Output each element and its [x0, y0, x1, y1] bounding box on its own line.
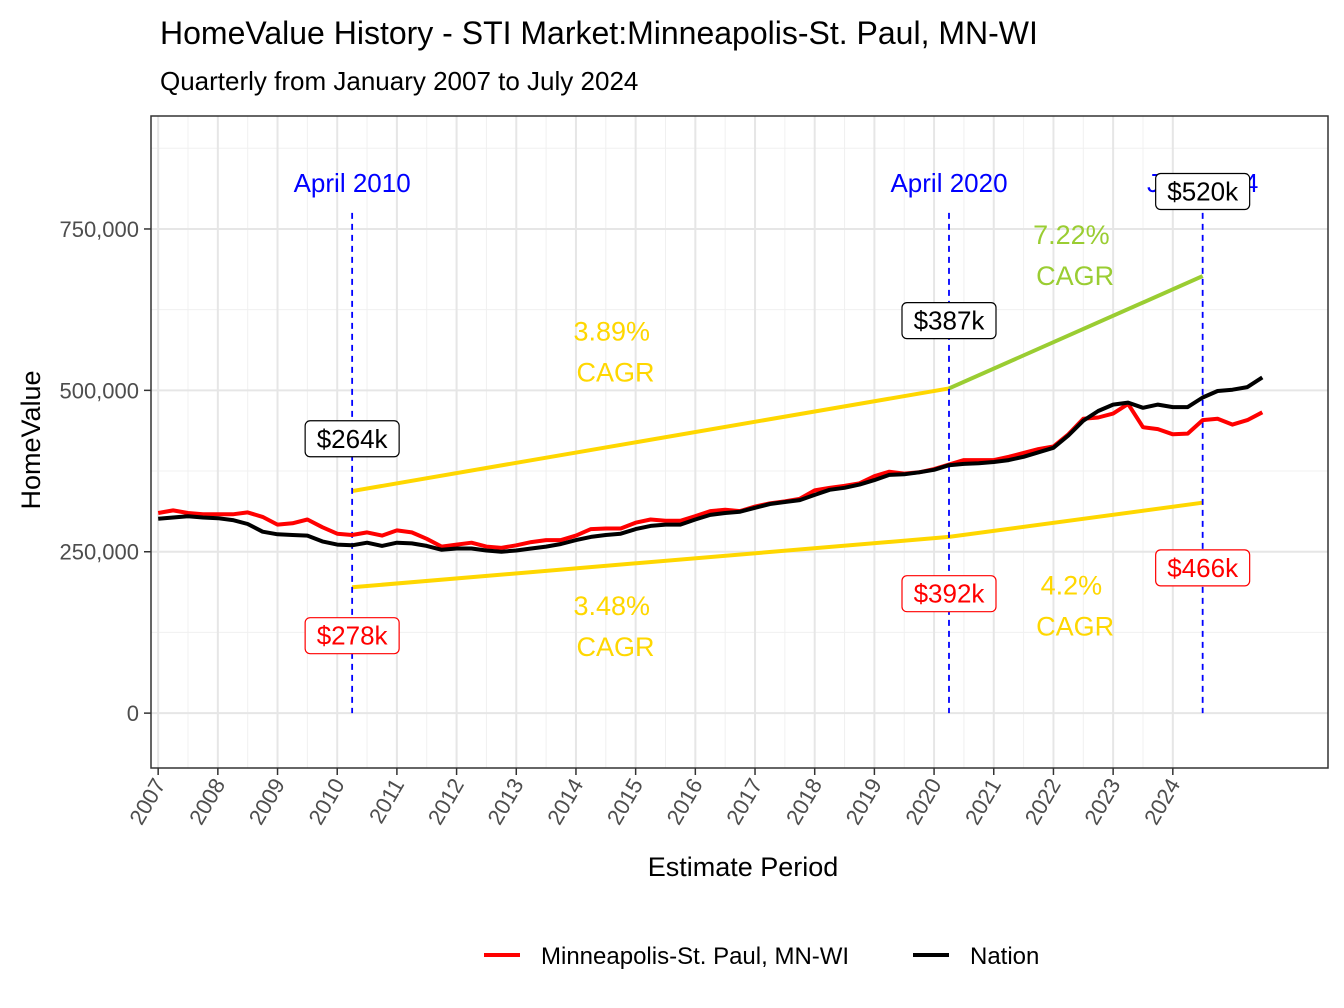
legend-item: Nation — [913, 943, 1039, 970]
legend-label: Minneapolis-St. Paul, MN-WI — [541, 943, 849, 970]
reference-line-label: April 2010 — [294, 168, 411, 198]
svg-text:$392k: $392k — [914, 579, 986, 609]
trend-line — [948, 274, 1204, 391]
value-label: $387k — [901, 302, 997, 340]
y-tick-label: 250,000 — [59, 540, 139, 565]
svg-text:$387k: $387k — [914, 306, 986, 336]
plot-panel-border — [150, 115, 1329, 769]
y-tick-label: 750,000 — [59, 217, 139, 242]
x-tick-label: 2024 — [1139, 774, 1185, 829]
x-tick-label: 2023 — [1079, 774, 1125, 829]
x-tick-label: 2019 — [841, 774, 887, 829]
annotations: 3.89% CAGR 7.22% CAGR 3.48% CAGR 4.2% CAGR $… — [304, 172, 1251, 662]
series-lines — [157, 375, 1264, 554]
trend-line — [351, 534, 950, 590]
x-tick-label: 2016 — [662, 774, 708, 829]
legend-label: Nation — [970, 943, 1039, 970]
grid — [151, 116, 1328, 768]
trend-line — [948, 500, 1203, 539]
series-line — [158, 375, 1264, 554]
svg-text:$520k: $520k — [1167, 177, 1239, 207]
x-tick-label: 2022 — [1020, 774, 1066, 829]
value-label: $264k — [304, 420, 400, 458]
y-tick-label: 0 — [127, 701, 139, 726]
chart-subtitle: Quarterly from January 2007 to July 2024 — [160, 66, 638, 96]
chart-title: HomeValue History - STI Market:Minneapol… — [160, 15, 1038, 51]
x-tick-label: 2015 — [602, 774, 648, 829]
trend-line — [351, 386, 950, 494]
legend-item: Minneapolis-St. Paul, MN-WI — [484, 943, 849, 970]
cagr-label: 3.48% CAGR — [569, 591, 655, 662]
trend-lines — [351, 274, 1204, 590]
x-tick-label: 2011 — [364, 774, 409, 827]
svg-text:$264k: $264k — [317, 424, 389, 454]
x-tick-label: 2018 — [781, 774, 827, 829]
value-label: $466k — [1155, 549, 1251, 587]
x-tick-label: 2010 — [303, 774, 349, 829]
x-tick-label: 2013 — [482, 774, 528, 829]
svg-text:$278k: $278k — [317, 621, 389, 651]
cagr-label: 3.89% CAGR — [569, 317, 655, 388]
value-label: $278k — [304, 617, 400, 655]
x-tick-label: 2012 — [423, 774, 469, 829]
svg-text:$466k: $466k — [1167, 553, 1239, 583]
value-label: $392k — [901, 575, 997, 613]
cagr-label: 7.22% CAGR — [1029, 220, 1115, 291]
value-label: $520k — [1155, 172, 1251, 211]
x-axis-title: Estimate Period — [648, 852, 839, 882]
reference-line-label: April 2020 — [890, 168, 1007, 198]
cagr-label: 4.2% CAGR — [1029, 570, 1115, 641]
x-tick-label: 2008 — [184, 774, 230, 829]
x-tick-label: 2007 — [124, 774, 170, 829]
x-tick-label: 2020 — [900, 774, 946, 829]
y-tick-label: 500,000 — [59, 378, 139, 403]
legend: Minneapolis-St. Paul, MN-WI Nation — [484, 943, 1039, 970]
x-tick-label: 2009 — [244, 774, 290, 829]
y-axis-title: HomeValue — [16, 370, 46, 509]
x-tick-label: 2021 — [960, 774, 1006, 829]
x-tick-label: 2014 — [542, 774, 588, 829]
x-tick-label: 2017 — [721, 774, 767, 829]
